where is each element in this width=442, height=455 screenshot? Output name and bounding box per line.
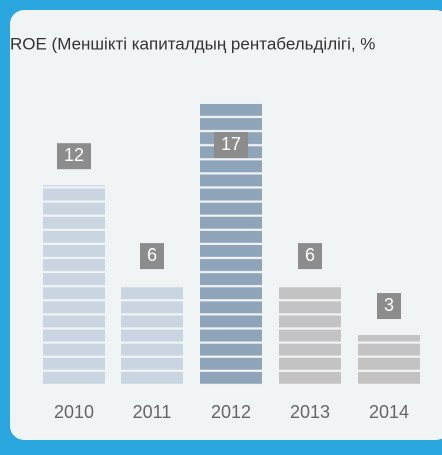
- x-tick-label: 2010: [54, 402, 94, 422]
- plot: ROE (Меншікті капиталдың рентабельділігі…: [10, 34, 420, 422]
- chart-title: ROE (Меншікті капиталдың рентабельділігі…: [10, 34, 375, 53]
- x-tick-label: 2012: [211, 402, 251, 422]
- value-label-text: 6: [305, 245, 315, 265]
- bar: [43, 185, 105, 385]
- value-label: 6: [139, 243, 165, 270]
- value-label-box: [139, 243, 165, 270]
- x-tick-label: 2013: [290, 402, 330, 422]
- x-tick-label: 2014: [369, 402, 409, 422]
- value-label-box: [213, 132, 249, 158]
- bar: [358, 335, 420, 385]
- value-label-text: 12: [64, 145, 84, 165]
- value-label: 17: [213, 132, 249, 158]
- value-label-box: [376, 293, 402, 320]
- value-label-text: 6: [147, 245, 157, 265]
- value-label: 12: [56, 143, 92, 170]
- value-label-box: [297, 243, 323, 270]
- bar: [121, 285, 183, 385]
- value-label: 6: [297, 243, 323, 270]
- value-label: 3: [376, 293, 402, 320]
- value-label-box: [56, 143, 92, 170]
- value-label-text: 17: [221, 134, 241, 154]
- bar: [279, 285, 341, 385]
- x-tick-label: 2011: [133, 402, 172, 422]
- value-label-text: 3: [384, 295, 394, 315]
